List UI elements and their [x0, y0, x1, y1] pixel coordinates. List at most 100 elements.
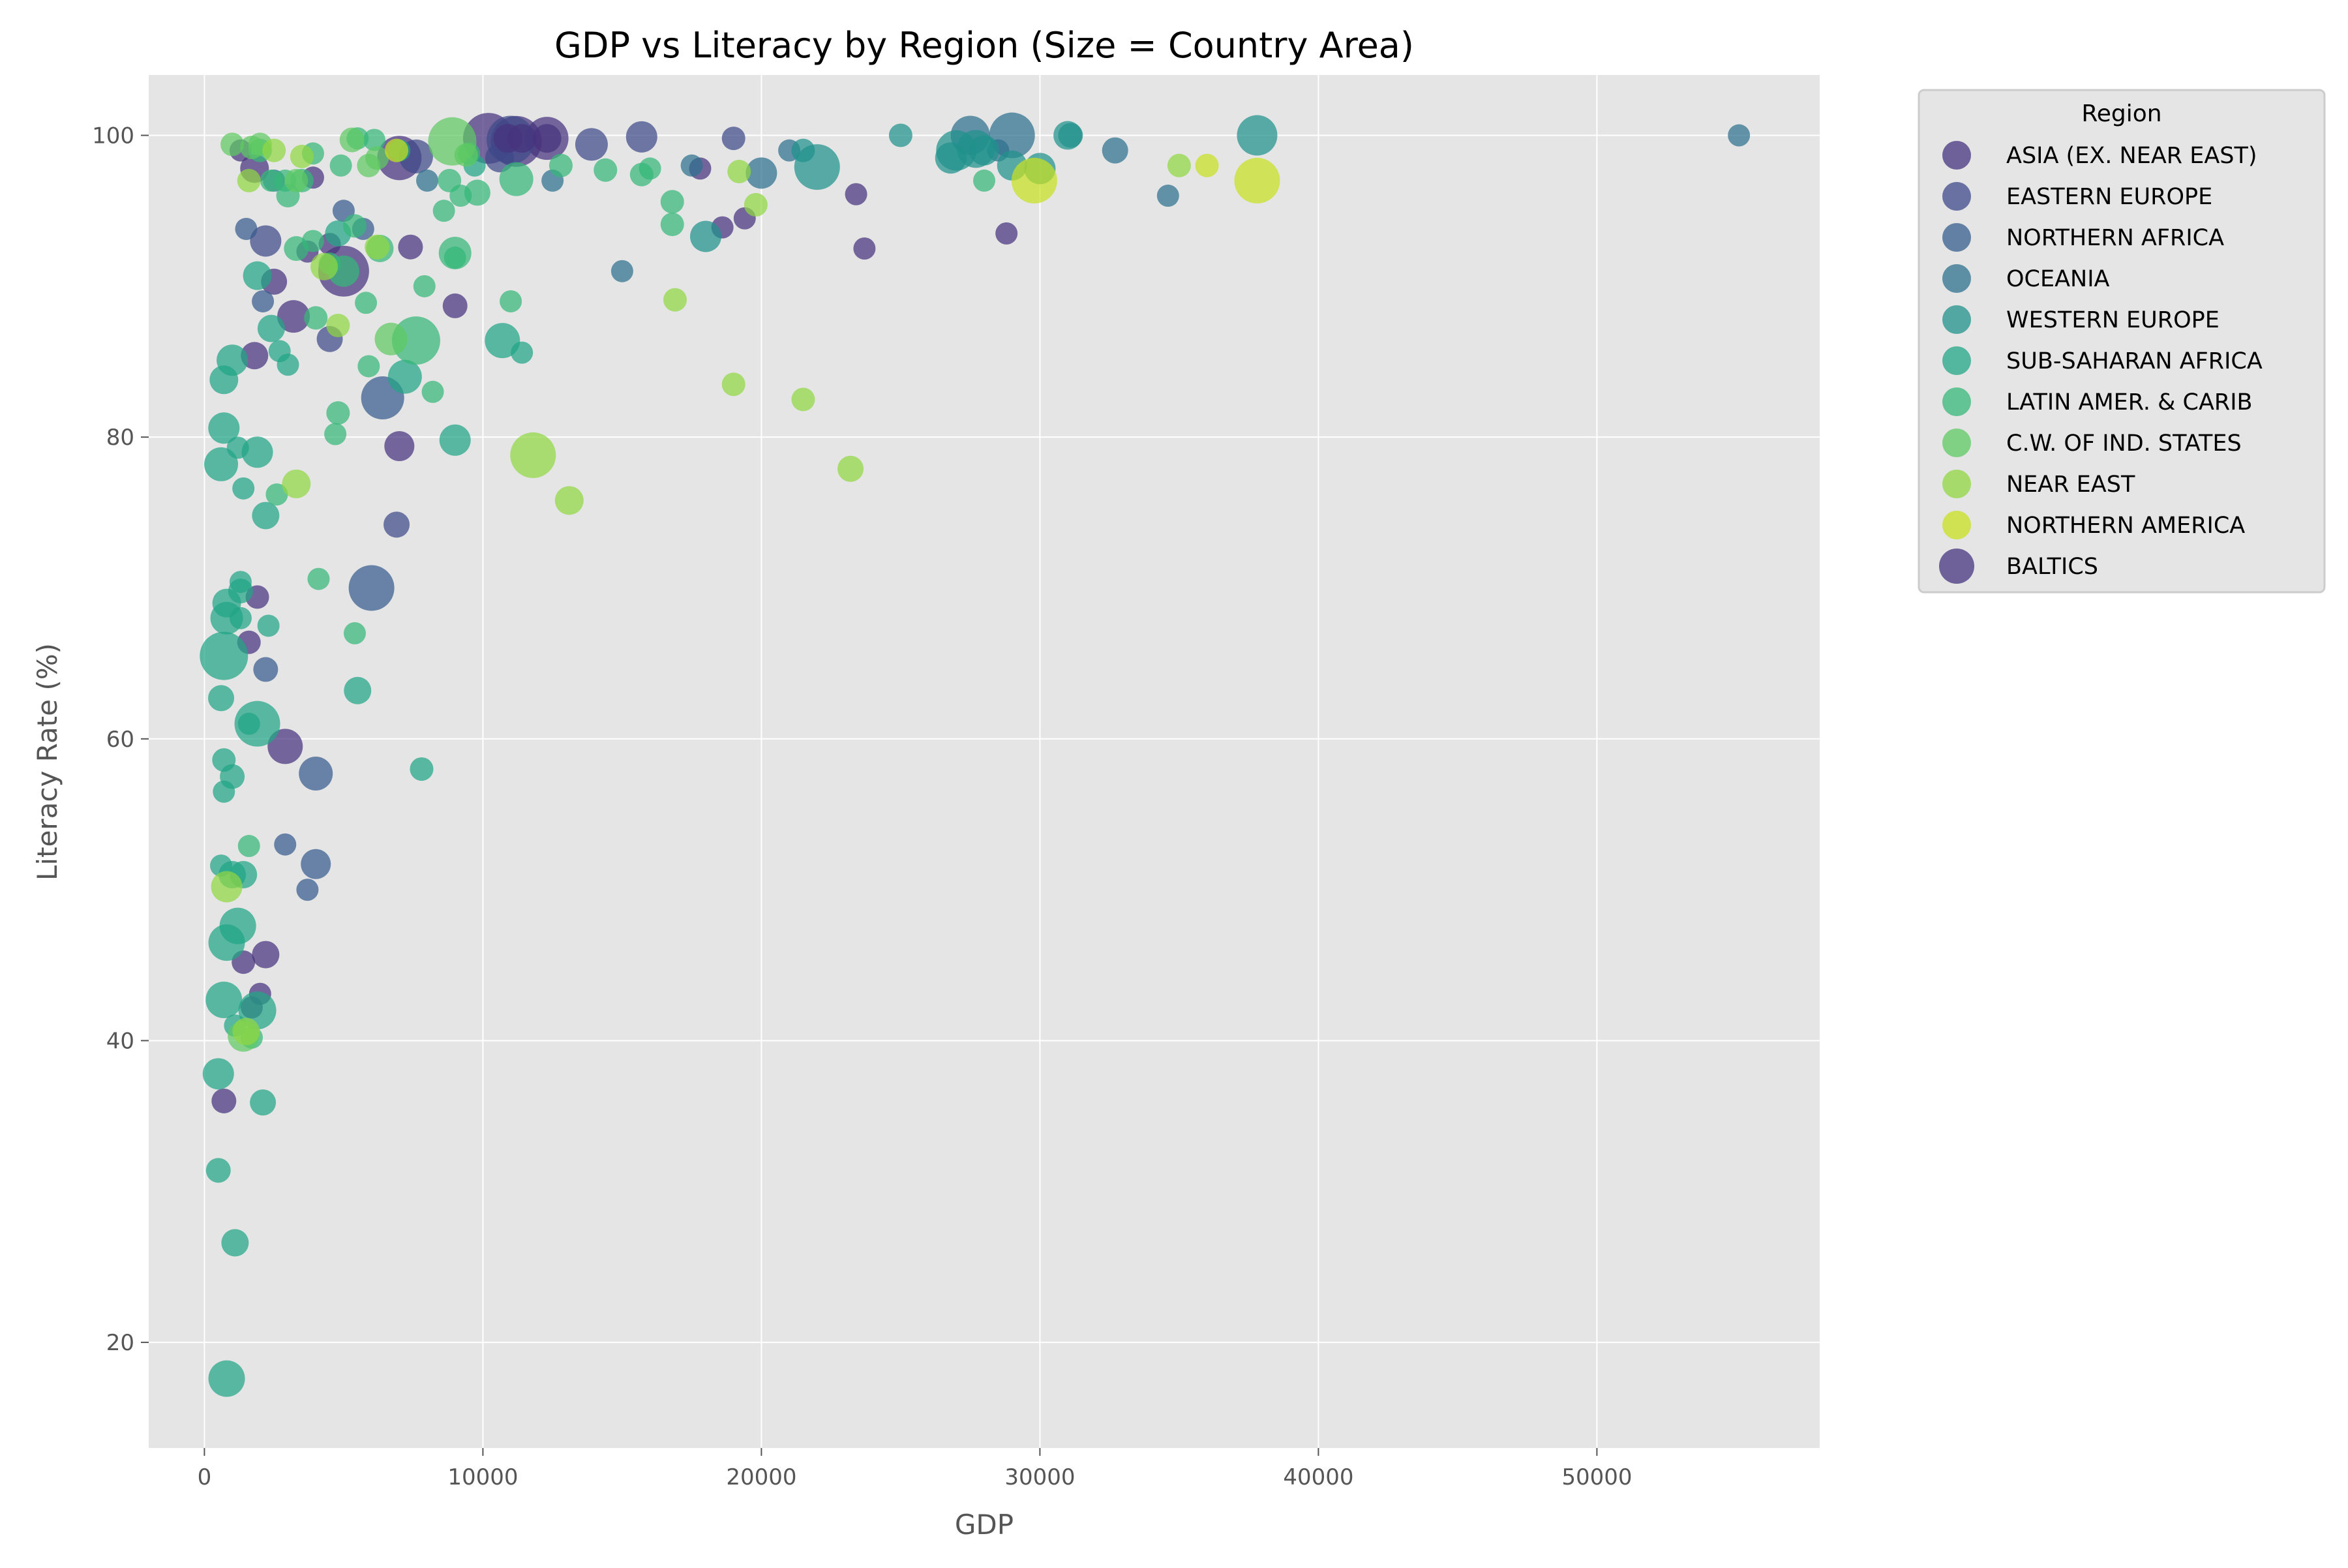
- data-point: [391, 316, 440, 365]
- series-5: [200, 139, 534, 1397]
- data-point: [554, 486, 584, 515]
- data-point: [200, 631, 248, 680]
- data-point: [791, 387, 815, 412]
- legend-label: WESTERN EUROPE: [2006, 307, 2220, 333]
- data-point: [277, 354, 299, 376]
- data-point: [625, 121, 657, 153]
- data-point: [387, 359, 422, 394]
- y-tick-label: 100: [92, 123, 134, 149]
- data-point: [384, 431, 415, 462]
- data-point: [357, 355, 380, 378]
- grid-lines: [149, 75, 1820, 1448]
- data-point: [384, 511, 410, 538]
- data-point: [995, 222, 1018, 245]
- data-point: [212, 748, 236, 772]
- data-point: [250, 225, 282, 257]
- data-point: [454, 143, 478, 167]
- data-point: [1156, 185, 1179, 207]
- data-point: [219, 907, 256, 944]
- data-point: [232, 477, 255, 500]
- data-point: [357, 153, 381, 177]
- data-point: [442, 293, 468, 318]
- data-point: [211, 1088, 237, 1113]
- data-point: [485, 323, 520, 359]
- series-9: [385, 138, 1280, 204]
- x-tick-label: 40000: [1283, 1464, 1353, 1490]
- legend-marker: [1942, 387, 1971, 416]
- data-point: [532, 124, 562, 153]
- series-2: [235, 200, 404, 901]
- data-point: [202, 1058, 234, 1090]
- legend-marker: [1942, 429, 1971, 457]
- data-point: [344, 676, 372, 704]
- data-point: [398, 234, 423, 260]
- data-point: [208, 1360, 245, 1397]
- legend-label: NEAR EAST: [2006, 472, 2135, 498]
- data-points: [200, 112, 1751, 1397]
- plot-background: [149, 75, 1820, 1448]
- data-point: [610, 260, 633, 282]
- x-tick-label: 10000: [447, 1464, 518, 1490]
- data-point: [296, 879, 319, 901]
- legend-label: LATIN AMER. & CARIB: [2006, 389, 2253, 415]
- data-point: [329, 154, 352, 177]
- data-point: [355, 292, 378, 314]
- data-point: [432, 200, 455, 222]
- data-point: [507, 124, 537, 153]
- legend-marker: [1939, 549, 1974, 584]
- legend-label: NORTHERN AMERICA: [2006, 513, 2245, 539]
- data-point: [500, 290, 522, 312]
- chart-title: GDP vs Literacy by Region (Size = Countr…: [554, 25, 1414, 66]
- data-point: [241, 436, 273, 468]
- legend-entries: ASIA (EX. NEAR EAST) EASTERN EUROPE NORTHE…: [1939, 141, 2263, 584]
- data-point: [1195, 153, 1219, 177]
- data-point: [1011, 157, 1057, 204]
- x-axis-ticks: 0 10000 20000 30000 40000 50000: [198, 1448, 1632, 1490]
- data-point: [1167, 153, 1191, 177]
- data-point: [594, 158, 618, 182]
- data-point: [274, 833, 297, 856]
- data-point: [262, 138, 286, 162]
- data-point: [449, 185, 472, 207]
- legend-label: NORTHERN AFRICA: [2006, 225, 2224, 251]
- data-point: [499, 162, 534, 196]
- data-point: [235, 217, 258, 240]
- data-point: [232, 1018, 260, 1046]
- data-point: [421, 380, 444, 403]
- data-point: [299, 757, 333, 791]
- y-axis-ticks: 20 40 60 80 100: [92, 123, 149, 1356]
- data-point: [969, 135, 999, 166]
- legend-marker: [1942, 346, 1971, 375]
- legend-marker: [1942, 511, 1971, 539]
- data-point: [690, 220, 721, 252]
- series-10: [493, 124, 562, 153]
- series-8: [211, 138, 1191, 1046]
- data-point: [252, 290, 275, 312]
- data-point: [243, 261, 272, 290]
- data-point: [374, 322, 408, 355]
- data-point: [204, 447, 239, 481]
- data-point: [326, 313, 350, 337]
- legend-marker: [1942, 305, 1971, 334]
- legend-marker: [1942, 470, 1971, 498]
- data-point: [853, 237, 876, 260]
- x-tick-label: 50000: [1561, 1464, 1632, 1490]
- y-axis-label: Literacy Rate (%): [31, 643, 63, 881]
- data-point: [307, 567, 330, 590]
- data-point: [239, 136, 263, 160]
- data-point: [410, 757, 434, 781]
- data-point: [745, 157, 777, 189]
- data-point: [342, 214, 367, 238]
- data-point: [416, 169, 438, 192]
- data-point: [1102, 137, 1128, 164]
- data-point: [663, 288, 687, 312]
- data-point: [301, 230, 324, 252]
- legend-box: [1918, 89, 2326, 594]
- data-point: [385, 138, 409, 162]
- data-point: [252, 941, 280, 969]
- data-point: [237, 168, 261, 192]
- data-point: [549, 153, 573, 177]
- data-point: [744, 192, 768, 217]
